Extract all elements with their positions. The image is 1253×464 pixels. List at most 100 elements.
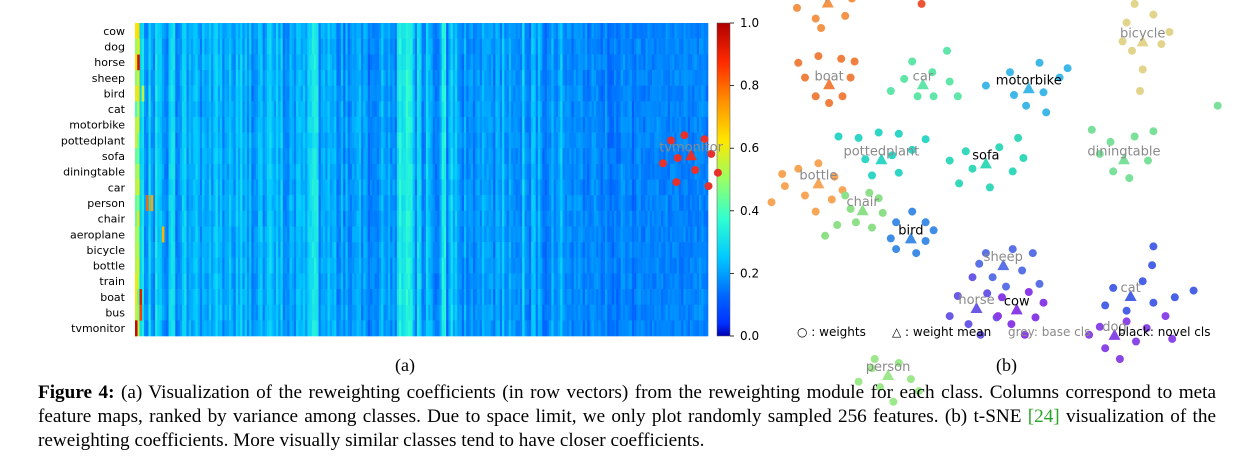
- heatmap-cell: [264, 226, 268, 243]
- heatmap-cell: [450, 320, 454, 337]
- heatmap-cell: [634, 289, 637, 305]
- heatmap-cell: [251, 38, 254, 55]
- heatmap-cell: [305, 210, 308, 227]
- heatmap-cell: [242, 38, 245, 55]
- heatmap-cell: [338, 148, 342, 165]
- heatmap-cell: [258, 257, 261, 274]
- heatmap-cell: [437, 23, 440, 39]
- heatmap-cell: [631, 148, 635, 165]
- heatmap-cell: [159, 38, 163, 55]
- heatmap-cell: [580, 116, 583, 133]
- heatmap-cell: [629, 304, 633, 321]
- heatmap-cell: [347, 23, 351, 39]
- heatmap-cell: [374, 69, 378, 86]
- heatmap-cell: [264, 116, 268, 133]
- heatmap-cell: [546, 304, 550, 321]
- heatmap-cell: [240, 320, 243, 337]
- heatmap-cell: [618, 38, 622, 55]
- heatmap-cell: [289, 163, 292, 180]
- heatmap-cell: [423, 163, 427, 180]
- heatmap-cell: [211, 148, 214, 165]
- heatmap-cell: [370, 116, 373, 133]
- heatmap-cell: [562, 101, 566, 118]
- heatmap-cell: [490, 23, 494, 39]
- heatmap-cell: [296, 116, 299, 133]
- heatmap-cell: [562, 195, 566, 212]
- heatmap-cell: [235, 257, 239, 274]
- heatmap-cell: [159, 163, 163, 180]
- heatmap-cell: [598, 38, 601, 55]
- heatmap-cell: [486, 304, 489, 321]
- heatmap-cell: [544, 273, 548, 290]
- heatmap-cell: [685, 273, 689, 290]
- heatmap-cell: [284, 85, 288, 102]
- heatmap-cell: [638, 257, 642, 274]
- heatmap-cell: [555, 304, 559, 321]
- heatmap-cell: [410, 242, 413, 259]
- heatmap-cell: [408, 38, 411, 55]
- heatmap-cell: [399, 179, 402, 196]
- heatmap-cell: [631, 69, 635, 86]
- heatmap-cell: [217, 69, 221, 86]
- heatmap-cell: [468, 289, 472, 305]
- heatmap-cell: [316, 195, 319, 212]
- heatmap-cell: [358, 257, 362, 274]
- heatmap-cell: [401, 226, 404, 243]
- heatmap-cell: [558, 226, 561, 243]
- heatmap-cell: [204, 289, 207, 305]
- heatmap-cell: [448, 116, 451, 133]
- heatmap-cell: [182, 289, 185, 305]
- heatmap-cell: [383, 179, 386, 196]
- heatmap-cell: [437, 54, 440, 71]
- heatmap-cell: [182, 179, 185, 196]
- heatmap-cell: [152, 85, 156, 102]
- heatmap-cell: [678, 273, 682, 290]
- heatmap-cell: [654, 85, 657, 102]
- heatmap-cell: [199, 320, 203, 337]
- heatmap-cell: [184, 23, 187, 39]
- heatmap-cell: [649, 242, 653, 259]
- heatmap-cell: [271, 195, 275, 212]
- heatmap-cell: [685, 289, 689, 305]
- heatmap-cell: [575, 226, 579, 243]
- heatmap-cell: [267, 304, 270, 321]
- heatmap-cell: [535, 132, 539, 149]
- heatmap-cell: [665, 116, 669, 133]
- heatmap-cell: [374, 148, 378, 165]
- heatmap-cell: [430, 304, 433, 321]
- heatmap-cell: [213, 257, 216, 274]
- heatmap-cell: [434, 195, 438, 212]
- heatmap-cell: [410, 257, 413, 274]
- heatmap-cell: [177, 38, 181, 55]
- heatmap-cell: [401, 289, 404, 305]
- heatmap-cell: [638, 289, 642, 305]
- heatmap-cell: [549, 148, 552, 165]
- heatmap-cell: [546, 23, 550, 39]
- heatmap-cell: [506, 257, 510, 274]
- heatmap-cell: [278, 132, 281, 149]
- heatmap-cell: [428, 304, 431, 321]
- heatmap-cell: [464, 273, 467, 290]
- heatmap-cell: [627, 289, 630, 305]
- heatmap-cell: [566, 289, 570, 305]
- heatmap-cell: [302, 210, 306, 227]
- heatmap-cell: [193, 242, 196, 259]
- heatmap-cell: [546, 69, 550, 86]
- heatmap-cell: [607, 179, 610, 196]
- heatmap-cell: [488, 289, 492, 305]
- heatmap-cell: [607, 226, 610, 243]
- heatmap-cell: [683, 179, 686, 196]
- heatmap-cell: [193, 101, 196, 118]
- heatmap-cell: [434, 273, 438, 290]
- heatmap-cell: [515, 23, 519, 39]
- heatmap-cell: [253, 101, 257, 118]
- heatmap-cell: [385, 195, 389, 212]
- heatmap-cell: [513, 273, 516, 290]
- heatmap-cell: [584, 163, 588, 180]
- heatmap-cell: [401, 257, 404, 274]
- heatmap-cell: [291, 320, 295, 337]
- heatmap-cell: [616, 148, 619, 165]
- heatmap-cell: [631, 195, 635, 212]
- heatmap-cell: [497, 132, 501, 149]
- heatmap-cell: [195, 304, 198, 321]
